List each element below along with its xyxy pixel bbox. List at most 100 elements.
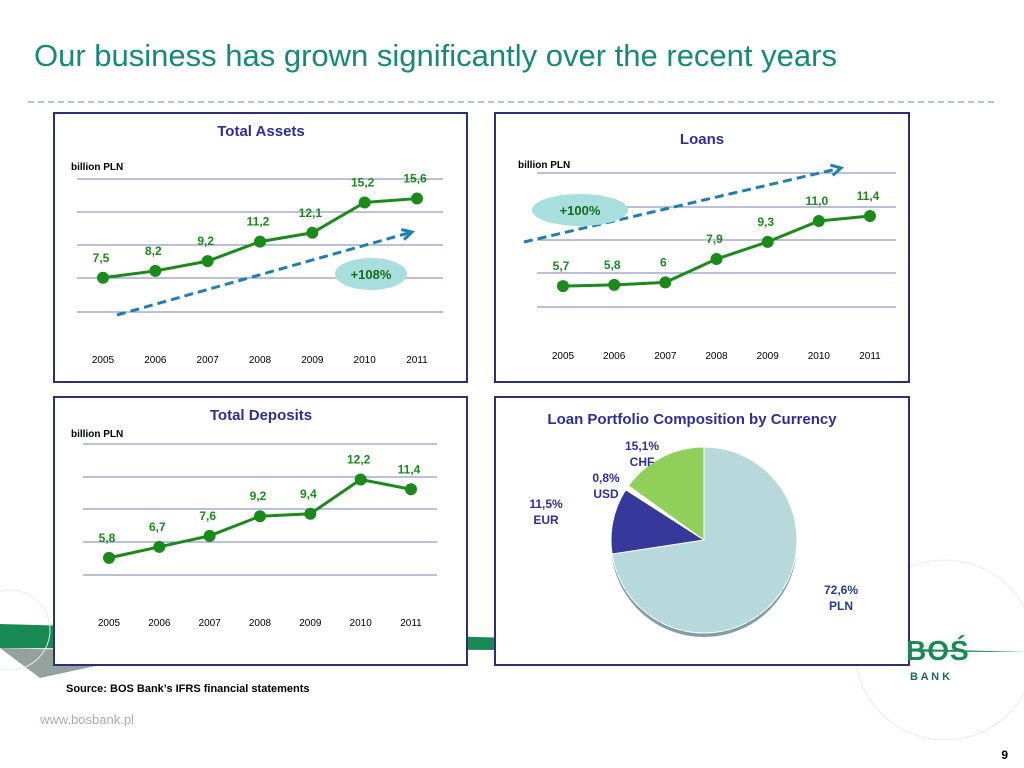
pie-slice-eur bbox=[610, 488, 706, 555]
x-tick-label: 2008 bbox=[249, 355, 272, 366]
data-label: 5,7 bbox=[553, 259, 570, 273]
data-label: 8,2 bbox=[145, 244, 162, 258]
x-tick-label: 2010 bbox=[808, 351, 831, 362]
data-label: 5,8 bbox=[604, 258, 621, 272]
growth-label: +108% bbox=[351, 267, 392, 282]
unit-label: billion PLN bbox=[518, 160, 570, 171]
total-assets-chart: Total Assets billion PLN +108% 7,5 2005 8,2 20… bbox=[71, 123, 443, 366]
pie-value-label: 15,1% bbox=[625, 439, 659, 453]
unit-label: billion PLN bbox=[71, 429, 123, 440]
data-point bbox=[608, 278, 621, 291]
growth-bubble bbox=[335, 258, 407, 290]
data-label: 7,9 bbox=[706, 232, 723, 246]
data-point bbox=[203, 529, 216, 542]
data-point bbox=[97, 271, 109, 284]
bos-bank-logo: BOŚ B A N K bbox=[906, 635, 970, 683]
page-title: Our business has grown significantly ove… bbox=[34, 38, 837, 73]
total-deposits-panel: Total Deposits billion PLN 5,8 2005 6,7 2006 7… bbox=[53, 396, 468, 666]
page-number: 9 bbox=[1001, 748, 1008, 762]
data-point bbox=[659, 276, 672, 289]
unit-label: billion PLN bbox=[71, 162, 123, 173]
trend-arrow-head bbox=[400, 228, 416, 241]
trend-arrow bbox=[523, 166, 842, 244]
series-line bbox=[562, 214, 871, 288]
data-point bbox=[405, 483, 417, 496]
pie-category-label: PLN bbox=[829, 599, 853, 613]
data-point bbox=[306, 226, 319, 239]
x-tick-label: 2008 bbox=[249, 618, 272, 629]
x-tick-label: 2007 bbox=[197, 355, 220, 366]
growth-label: +100% bbox=[560, 203, 601, 218]
data-label: 6,7 bbox=[149, 520, 166, 534]
trend-arrow-head bbox=[829, 163, 845, 177]
x-tick-label: 2005 bbox=[552, 351, 575, 362]
data-point bbox=[304, 507, 317, 520]
data-label: 11,2 bbox=[247, 215, 270, 229]
loan-currency-pie-chart: Loan Portfolio Composition by Currency 72… bbox=[529, 411, 858, 637]
data-label: 9,2 bbox=[250, 489, 267, 503]
data-label: 9,4 bbox=[300, 487, 317, 501]
data-point bbox=[153, 540, 166, 553]
pie-category-label: USD bbox=[593, 487, 619, 501]
chart-title: Loan Portfolio Composition by Currency bbox=[547, 411, 837, 428]
data-label: 15,6 bbox=[403, 172, 427, 186]
growth-bubble bbox=[532, 194, 628, 226]
chart-title: Loans bbox=[680, 131, 724, 148]
x-tick-label: 2011 bbox=[859, 351, 881, 362]
pie-value-label: 11,5% bbox=[529, 497, 563, 511]
data-point bbox=[254, 235, 266, 248]
data-label: 12,2 bbox=[347, 453, 371, 467]
title-divider bbox=[28, 101, 994, 103]
data-label: 11,4 bbox=[398, 462, 421, 476]
source-note: Source: BOS Bank’s IFRS financial statem… bbox=[66, 683, 310, 695]
data-point bbox=[103, 551, 115, 564]
total-deposits-chart: Total Deposits billion PLN 5,8 2005 6,7 2006 7… bbox=[71, 407, 437, 629]
data-point bbox=[254, 510, 266, 523]
logo-text-bottom: B A N K bbox=[910, 671, 950, 683]
loans-panel: Loans billion PLN +100% 5,7 2005 5,8 2006 6 2007… bbox=[494, 112, 910, 383]
data-label: 9,3 bbox=[757, 215, 774, 229]
x-tick-label: 2009 bbox=[301, 355, 324, 366]
pie-slice-chf bbox=[627, 446, 705, 541]
data-label: 7,6 bbox=[199, 509, 216, 523]
x-tick-label: 2011 bbox=[400, 618, 422, 629]
loan-currency-panel: Loan Portfolio Composition by Currency 72… bbox=[494, 396, 910, 666]
pie-category-label: EUR bbox=[533, 513, 559, 527]
x-tick-label: 2010 bbox=[354, 355, 377, 366]
logo-text-top: BOŚ bbox=[906, 635, 970, 666]
loans-chart: Loans billion PLN +100% 5,7 2005 5,8 2006 6 2007… bbox=[518, 131, 896, 362]
data-label: 12,1 bbox=[299, 206, 323, 220]
x-tick-label: 2006 bbox=[603, 351, 626, 362]
data-point bbox=[411, 192, 423, 205]
data-label: 7,5 bbox=[93, 251, 110, 265]
pie-value-label: 72,6% bbox=[824, 583, 858, 597]
data-point bbox=[761, 235, 774, 248]
data-label: 11,4 bbox=[857, 189, 880, 203]
x-tick-label: 2005 bbox=[92, 355, 115, 366]
x-tick-label: 2011 bbox=[406, 355, 428, 366]
website-url[interactable]: www.bosbank.pl bbox=[40, 712, 134, 727]
chart-title: Total Assets bbox=[217, 123, 305, 140]
pie-category-label: CHF bbox=[630, 455, 655, 469]
x-tick-label: 2008 bbox=[705, 351, 728, 362]
data-label: 6 bbox=[660, 255, 667, 269]
data-point bbox=[710, 253, 723, 266]
data-label: 11,0 bbox=[805, 194, 828, 208]
data-point bbox=[812, 214, 825, 227]
trend-arrow bbox=[116, 230, 413, 317]
x-tick-label: 2005 bbox=[98, 618, 121, 629]
data-point bbox=[201, 255, 214, 268]
data-label: 15,2 bbox=[351, 175, 375, 189]
data-point bbox=[864, 210, 876, 223]
data-label: 9,2 bbox=[197, 234, 214, 248]
x-tick-label: 2009 bbox=[757, 351, 780, 362]
x-tick-label: 2006 bbox=[148, 618, 171, 629]
data-point bbox=[354, 473, 367, 486]
x-tick-label: 2009 bbox=[299, 618, 322, 629]
x-tick-label: 2007 bbox=[654, 351, 677, 362]
data-point bbox=[358, 196, 371, 209]
data-point bbox=[557, 280, 569, 293]
data-point bbox=[149, 264, 162, 277]
x-tick-label: 2010 bbox=[350, 618, 373, 629]
total-assets-panel: Total Assets billion PLN +108% 7,5 2005 8,2 20… bbox=[53, 112, 468, 383]
